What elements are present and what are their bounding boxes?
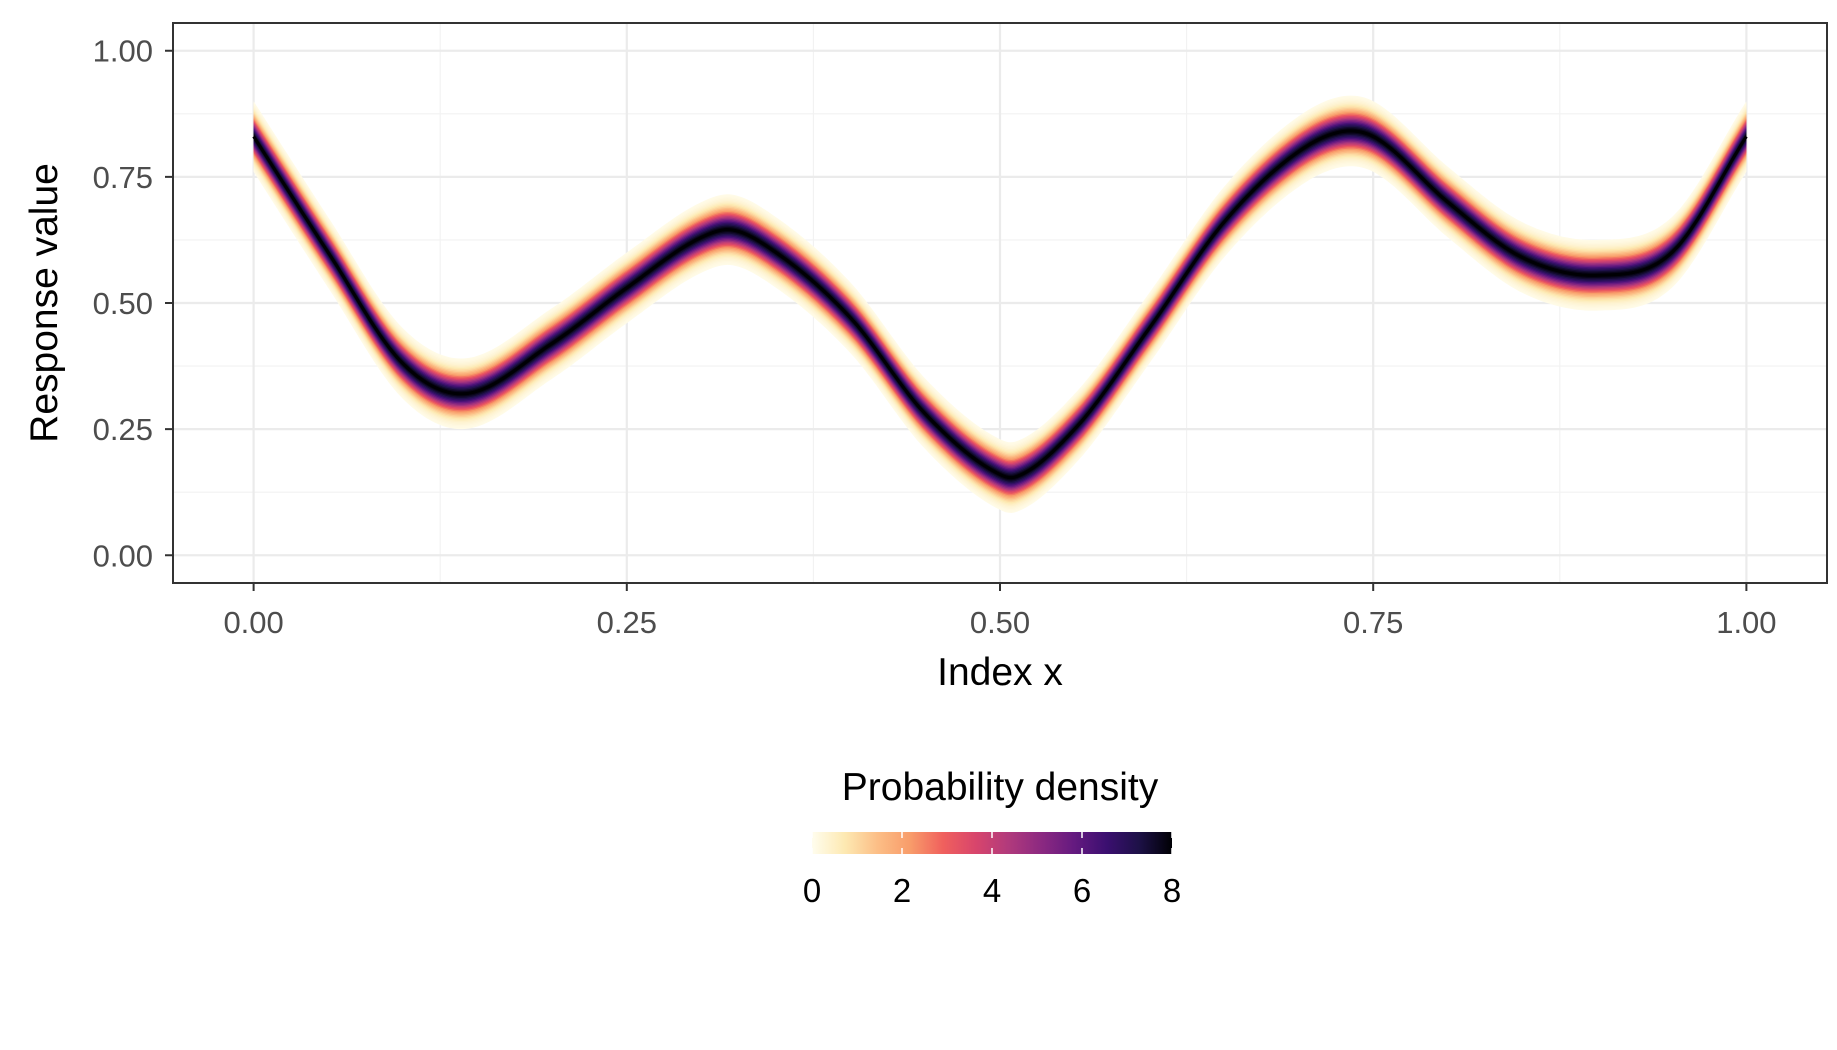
y-tick-label: 0.00	[93, 538, 153, 573]
x-tick-label: 0.50	[970, 605, 1030, 640]
y-tick-label: 1.00	[93, 34, 153, 69]
legend-tick-label: 6	[1073, 872, 1091, 909]
x-tick-label: 0.25	[597, 605, 657, 640]
y-axis: 0.00 0.25 0.50 0.75 1.00	[93, 34, 173, 573]
legend-tick-label: 0	[803, 872, 821, 909]
x-tick-label: 0.00	[223, 605, 283, 640]
x-axis-title: Index x	[937, 651, 1063, 694]
y-tick-label: 0.75	[93, 160, 153, 195]
legend-tick-label: 2	[893, 872, 911, 909]
x-tick-label: 1.00	[1716, 605, 1776, 640]
legend-ticks: 0 2 4 6 8	[803, 832, 1181, 909]
y-tick-label: 0.25	[93, 412, 153, 447]
x-axis: 0.00 0.25 0.50 0.75 1.00	[223, 583, 1777, 640]
y-axis-title: Response value	[23, 163, 66, 443]
density-band	[252, 95, 1748, 513]
y-tick-label: 0.50	[93, 286, 153, 321]
legend-title: Probability density	[842, 766, 1159, 809]
density-peak-line	[252, 129, 1748, 480]
legend-tick-label: 8	[1163, 872, 1181, 909]
x-tick-label: 0.75	[1343, 605, 1403, 640]
legend-tick-label: 4	[983, 872, 1001, 909]
